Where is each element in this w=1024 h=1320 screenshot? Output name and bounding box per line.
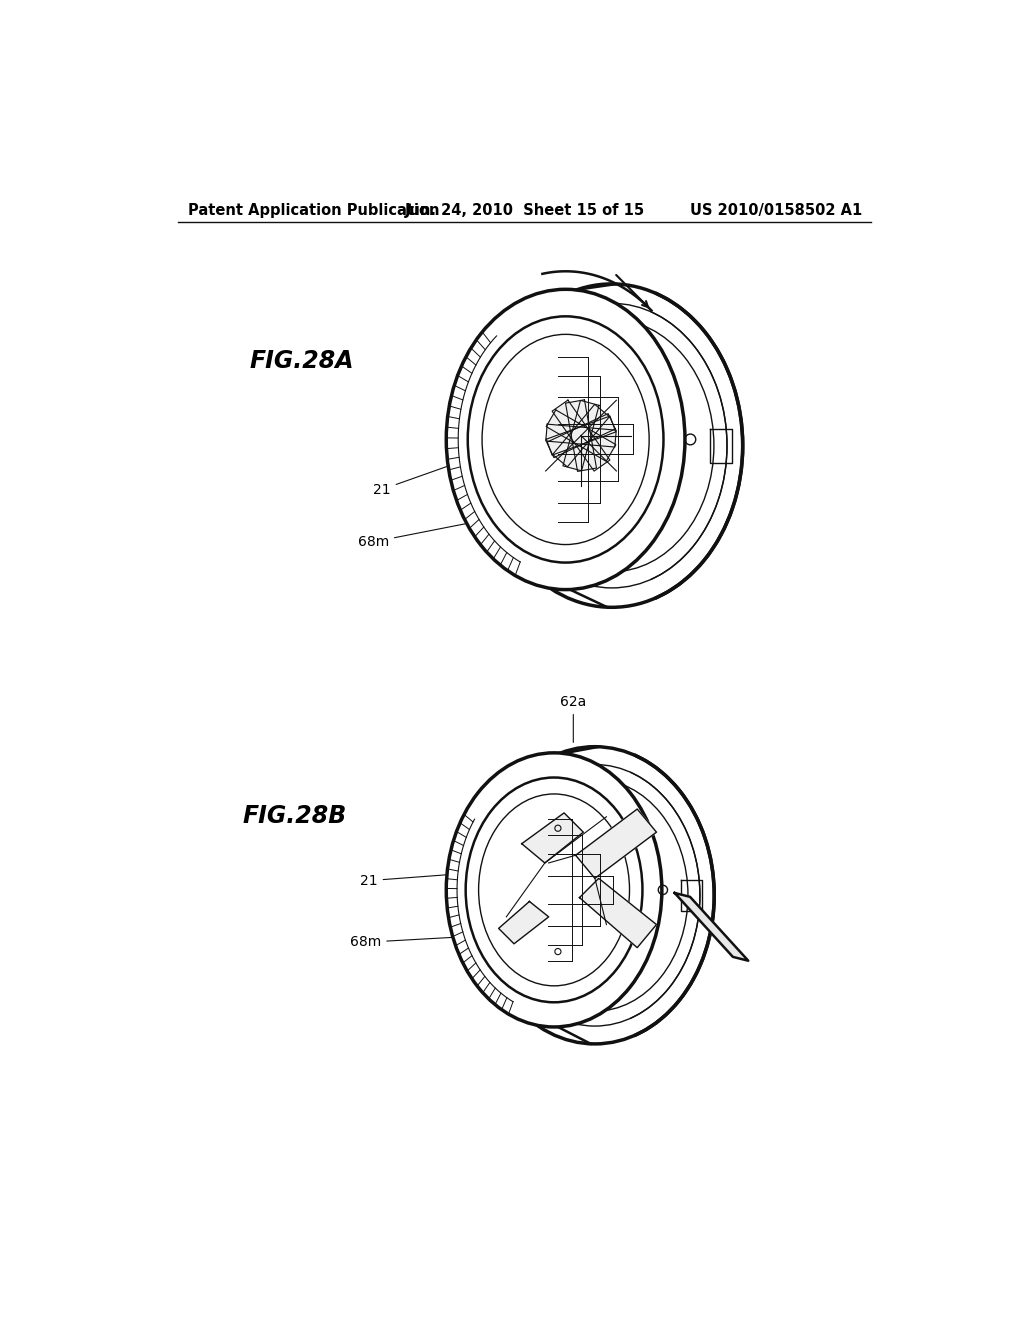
Polygon shape: [546, 411, 615, 461]
Polygon shape: [575, 809, 656, 878]
Ellipse shape: [446, 752, 662, 1027]
Text: 21: 21: [373, 454, 483, 496]
Polygon shape: [552, 400, 610, 471]
Text: Jun. 24, 2010  Sheet 15 of 15: Jun. 24, 2010 Sheet 15 of 15: [404, 203, 645, 218]
Polygon shape: [521, 813, 584, 863]
Polygon shape: [553, 404, 609, 467]
Ellipse shape: [446, 289, 685, 590]
Text: 62a: 62a: [560, 694, 587, 742]
Polygon shape: [547, 413, 615, 458]
Polygon shape: [675, 892, 749, 961]
Polygon shape: [563, 400, 599, 471]
Text: FIG.28A: FIG.28A: [250, 350, 354, 374]
Polygon shape: [580, 878, 656, 948]
Text: 21: 21: [360, 873, 468, 887]
Text: FIG.28B: FIG.28B: [243, 804, 346, 828]
Text: 68m: 68m: [350, 936, 473, 949]
Ellipse shape: [481, 284, 742, 607]
Polygon shape: [546, 416, 615, 455]
Text: US 2010/0158502 A1: US 2010/0158502 A1: [690, 203, 862, 218]
Text: 68m: 68m: [357, 519, 488, 549]
Polygon shape: [565, 400, 597, 471]
Polygon shape: [499, 902, 549, 944]
Polygon shape: [546, 424, 616, 447]
Text: Patent Application Publication: Patent Application Publication: [188, 203, 440, 218]
Ellipse shape: [475, 747, 714, 1044]
